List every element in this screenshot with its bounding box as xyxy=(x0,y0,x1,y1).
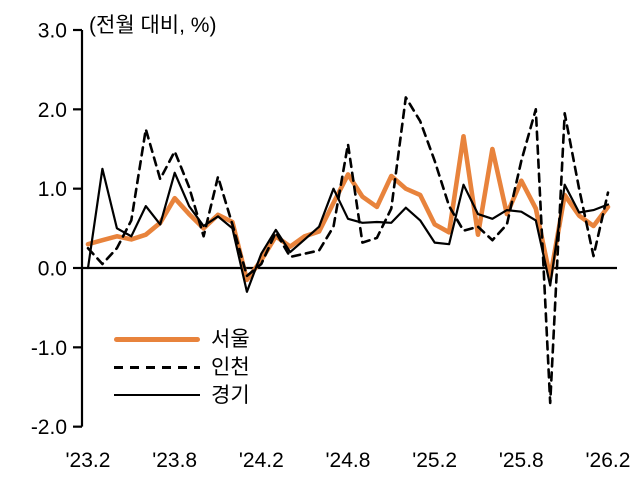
x-tick-label-3: '24.8 xyxy=(326,449,371,472)
x-tick-label-0: '23.2 xyxy=(66,449,111,472)
legend-item-seoul: 서울 xyxy=(114,325,250,353)
legend-label-incheon: 인천 xyxy=(211,355,250,379)
x-tick-label-2: '24.2 xyxy=(239,449,284,472)
y-tick-label-5: -2.0 xyxy=(31,416,67,439)
gyeonggi-line-swatch xyxy=(114,394,200,396)
axis-unit-label: (전월 대비, %) xyxy=(89,14,217,37)
x-tick-label-1: '23.8 xyxy=(152,449,197,472)
legend-label-seoul: 서울 xyxy=(211,327,250,351)
y-tick-label-1: 2.0 xyxy=(38,99,67,122)
incheon-line-swatch xyxy=(114,365,200,369)
y-tick-label-4: -1.0 xyxy=(31,337,67,360)
x-tick-label-4: '25.2 xyxy=(412,449,457,472)
series-line-1-인천 xyxy=(86,96,610,405)
seoul-line-swatch xyxy=(114,336,200,342)
y-tick-label-3: 0.0 xyxy=(38,258,67,281)
x-tick-label-6: '26.2 xyxy=(586,449,631,472)
legend: 서울 인천 경기 xyxy=(114,325,250,409)
series-line-2-경기 xyxy=(86,167,610,293)
legend-item-incheon: 인천 xyxy=(114,353,250,381)
series-line-0-서울 xyxy=(85,134,611,283)
y-tick-label-0: 3.0 xyxy=(38,20,67,43)
legend-label-gyeonggi: 경기 xyxy=(211,383,250,407)
y-tick-label-2: 1.0 xyxy=(38,178,67,201)
legend-item-gyeonggi: 경기 xyxy=(114,381,250,409)
x-tick-label-5: '25.8 xyxy=(499,449,544,472)
